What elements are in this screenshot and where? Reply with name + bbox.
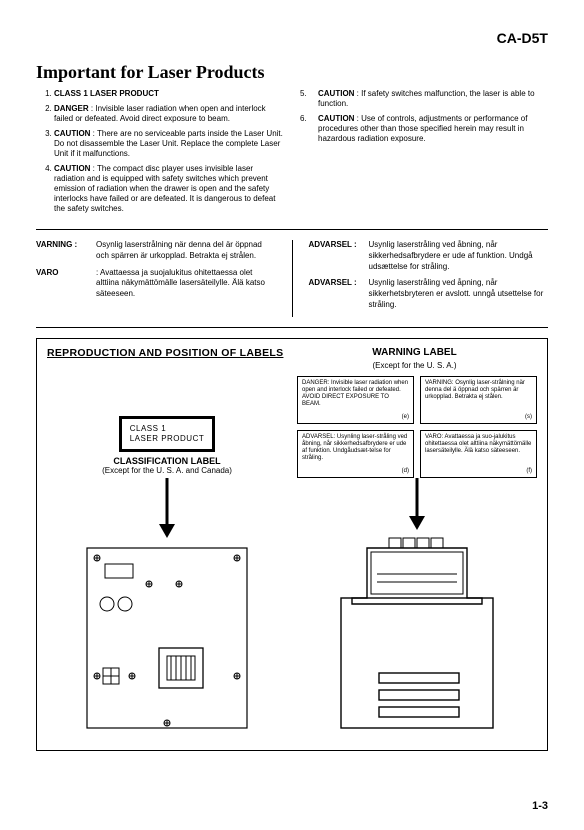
divider-bottom [36,327,548,328]
diagram-right [297,478,537,738]
warning-item: 5.CAUTIONIf safety switches malfunction,… [300,89,548,109]
warning-label-sub: (Except for the U. S. A.) [292,361,537,370]
class-line1: CLASS 1 [130,424,205,434]
warnings-columns: CLASS 1 LASER PRODUCT DANGERInvisible las… [36,89,548,219]
warning-item: CLASS 1 LASER PRODUCT [54,89,284,99]
classification-label-box: CLASS 1 LASER PRODUCT [119,416,216,452]
page-number: 1-3 [532,800,548,812]
class-line2: LASER PRODUCT [130,434,205,444]
warning-item: DANGERInvisible laser radiation when ope… [54,104,284,124]
warning-item: CAUTIONThere are no serviceable parts in… [54,129,284,159]
warning-item: 6.CAUTIONUse of controls, adjustments or… [300,114,548,144]
warnings-right: 5.CAUTIONIf safety switches malfunction,… [300,89,548,144]
lang-entry: VARNING :Osynlig laserstrålning när denn… [36,240,276,262]
warning-label-title: WARNING LABEL [292,347,537,359]
diagram-left [47,478,287,738]
reproduction-box: REPRODUCTION AND POSITION OF LABELS WARN… [36,338,548,751]
classification-block: CLASS 1 LASER PRODUCT CLASSIFICATION LAB… [47,376,287,475]
language-warnings: VARNING :Osynlig laserstrålning när denn… [36,240,548,317]
repro-heading: REPRODUCTION AND POSITION OF LABELS [47,347,292,359]
mini-warning-box: DANGER: Invisible laser radiation when o… [297,376,414,424]
lang-entry: VARO: Avattaessa ja suojalukitus ohitett… [36,268,276,300]
page-title: Important for Laser Products [36,62,548,83]
divider-top [36,229,548,230]
lang-right-col: ADVARSEL :Usynlig laserstråling ved åbni… [309,240,549,317]
vertical-divider [292,240,293,317]
warning-mini-grid: DANGER: Invisible laser radiation when o… [297,376,537,478]
warning-item: CAUTIONThe compact disc player uses invi… [54,164,284,214]
classification-sub: (Except for the U. S. A. and Canada) [47,466,287,475]
mini-warning-box: ADVARSEL: Usynling laser-stråling ved åb… [297,430,414,478]
model-number: CA-D5T [36,30,548,46]
lang-entry: ADVARSEL :Usynlig laserstråling ved åbni… [309,240,549,272]
lang-left-col: VARNING :Osynlig laserstrålning när denn… [36,240,276,317]
mini-warning-box: VARO: Avattaessa ja suo-jalukitus ohitet… [420,430,537,478]
classification-caption: CLASSIFICATION LABEL [47,456,287,466]
mini-warning-box: VARNING: Osynlig laser-strålning när den… [420,376,537,424]
warnings-left: CLASS 1 LASER PRODUCT DANGERInvisible las… [36,89,284,214]
lang-entry: ADVARSEL :Usynlig laserstråling ved åpni… [309,278,549,310]
